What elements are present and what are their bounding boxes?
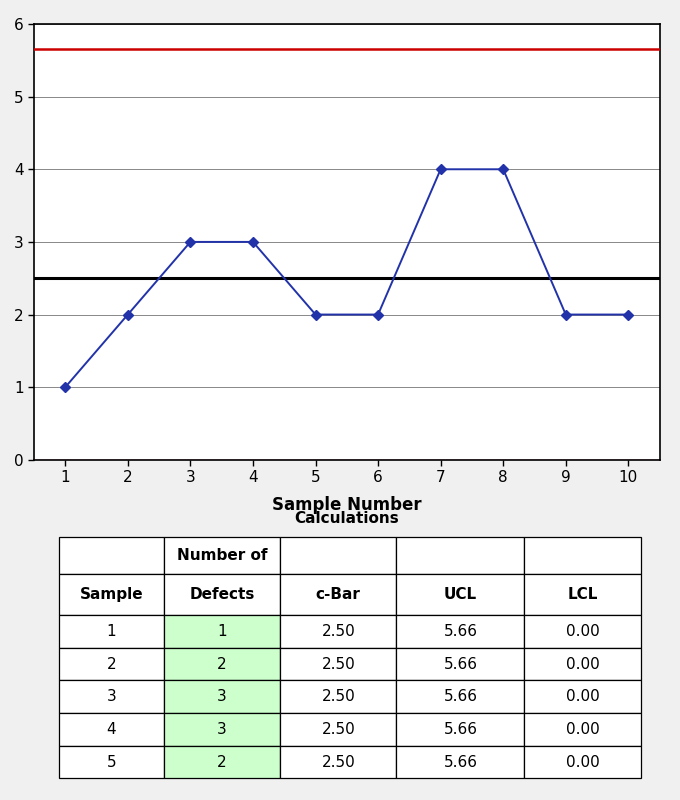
Bar <box>524 615 641 648</box>
Text: 2: 2 <box>107 657 116 672</box>
Bar <box>396 537 524 574</box>
Bar <box>59 681 164 713</box>
Text: Sample: Sample <box>80 587 143 602</box>
Text: UCL: UCL <box>444 587 477 602</box>
Text: 2.50: 2.50 <box>322 754 355 770</box>
Text: 5.66: 5.66 <box>443 754 477 770</box>
Text: 0.00: 0.00 <box>566 690 600 704</box>
Bar <box>280 537 396 574</box>
Text: 1: 1 <box>107 624 116 639</box>
Text: 5.66: 5.66 <box>443 690 477 704</box>
Bar <box>396 648 524 681</box>
Text: 0.00: 0.00 <box>566 722 600 737</box>
Bar <box>164 681 280 713</box>
Text: 1: 1 <box>217 624 226 639</box>
Bar <box>59 746 164 778</box>
Text: Calculations: Calculations <box>294 511 399 526</box>
Bar <box>396 615 524 648</box>
Text: 2.50: 2.50 <box>322 722 355 737</box>
Text: 2: 2 <box>217 657 226 672</box>
Bar <box>280 648 396 681</box>
Bar <box>164 746 280 778</box>
Text: Number of: Number of <box>177 548 267 563</box>
Bar <box>280 713 396 746</box>
Bar <box>59 713 164 746</box>
Bar <box>524 537 641 574</box>
X-axis label: Sample Number: Sample Number <box>272 496 422 514</box>
Text: 3: 3 <box>107 690 116 704</box>
Bar <box>59 537 164 574</box>
Bar <box>59 615 164 648</box>
Text: 0.00: 0.00 <box>566 754 600 770</box>
Text: 5: 5 <box>107 754 116 770</box>
Y-axis label: Number of Defects: Number of Defects <box>0 154 3 330</box>
Bar <box>164 648 280 681</box>
Bar <box>396 713 524 746</box>
Bar <box>280 746 396 778</box>
Bar <box>524 681 641 713</box>
Text: 3: 3 <box>217 690 227 704</box>
Bar <box>59 574 164 615</box>
Text: 4: 4 <box>107 722 116 737</box>
Bar <box>280 615 396 648</box>
Text: 5.66: 5.66 <box>443 624 477 639</box>
Bar <box>59 648 164 681</box>
Bar <box>164 574 280 615</box>
Bar <box>524 574 641 615</box>
Text: 5.66: 5.66 <box>443 722 477 737</box>
Bar <box>396 574 524 615</box>
Text: 5.66: 5.66 <box>443 657 477 672</box>
Bar <box>524 648 641 681</box>
Bar <box>280 681 396 713</box>
Text: 0.00: 0.00 <box>566 624 600 639</box>
Bar <box>524 713 641 746</box>
Text: c-Bar: c-Bar <box>316 587 360 602</box>
Bar <box>396 681 524 713</box>
Bar <box>164 713 280 746</box>
Text: 2.50: 2.50 <box>322 657 355 672</box>
Text: 2.50: 2.50 <box>322 690 355 704</box>
Text: LCL: LCL <box>568 587 598 602</box>
Text: 0.00: 0.00 <box>566 657 600 672</box>
Text: 2: 2 <box>217 754 226 770</box>
Bar <box>280 574 396 615</box>
Bar <box>524 746 641 778</box>
Bar <box>164 615 280 648</box>
Text: Defects: Defects <box>189 587 254 602</box>
Bar <box>396 746 524 778</box>
Text: 3: 3 <box>217 722 227 737</box>
Text: 2.50: 2.50 <box>322 624 355 639</box>
Bar <box>164 537 280 574</box>
